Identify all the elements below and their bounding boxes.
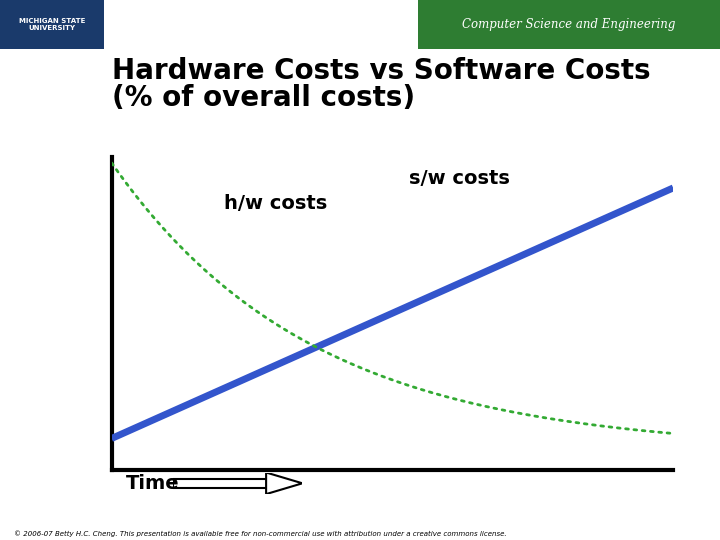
Text: © 2006-07 Betty H.C. Cheng. This presentation is available free for non-commerci: © 2006-07 Betty H.C. Cheng. This present… <box>14 531 507 537</box>
Polygon shape <box>266 472 302 494</box>
Text: MICHIGAN STATE
UNIVERSITY: MICHIGAN STATE UNIVERSITY <box>19 18 85 31</box>
Bar <box>173 479 270 488</box>
Text: h/w costs: h/w costs <box>224 194 327 213</box>
Text: Hardware Costs vs Software Costs: Hardware Costs vs Software Costs <box>112 57 650 85</box>
Text: s/w costs: s/w costs <box>410 169 510 188</box>
Text: Time: Time <box>126 474 179 493</box>
Text: Computer Science and Engineering: Computer Science and Engineering <box>462 18 675 31</box>
Text: (% of overall costs): (% of overall costs) <box>112 84 415 112</box>
